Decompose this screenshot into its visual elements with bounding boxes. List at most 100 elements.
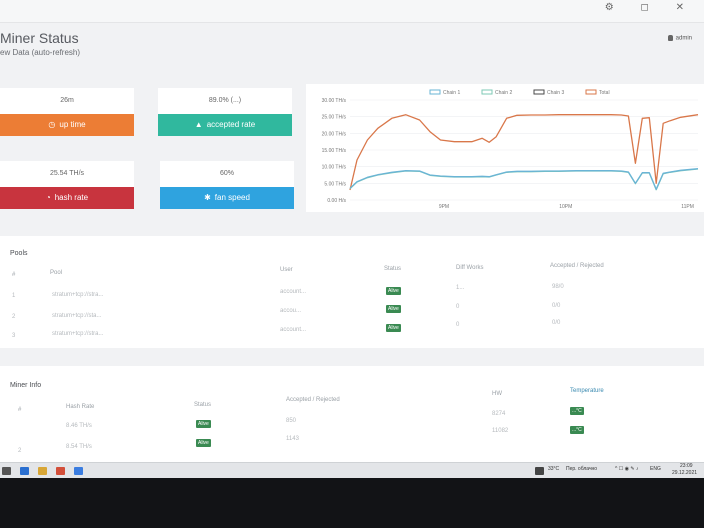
temperature-badge: ...°C (570, 407, 584, 415)
pool-url: stratum+tcp://stra... (52, 292, 104, 298)
row-number: 3 (12, 333, 16, 339)
series-line-total (349, 114, 699, 191)
hashrate-chart: 0.00 H/s 5.00 TH/s 10.00 TH/s 15.00 TH/s 20.… (306, 84, 704, 212)
stat-value: 25.54 TH/s (49, 170, 85, 177)
legend-label: Chain 3 (547, 90, 564, 96)
miner-header-hash: Hash Rate (66, 404, 95, 410)
pools-title: Pools (10, 250, 28, 257)
pools-header-diff: Diff Works (456, 265, 484, 271)
pool-url: stratum+tcp://sta... (52, 313, 102, 319)
legend-swatch (481, 89, 493, 95)
row-number: 2 (18, 448, 22, 454)
miner-info-title: Miner Info (10, 382, 42, 389)
window-top-bar: ⚙ ◻ ✕ (0, 0, 704, 23)
speedometer-icon: ◔ (45, 193, 51, 202)
miner-info-panel: Miner Info # Hash Rate Status Accepted /… (0, 366, 704, 462)
stat-label: fan speed (214, 193, 250, 202)
y-tick-label: 30.00 TH/s (322, 98, 347, 104)
accepted-rejected: 98/0 (552, 284, 564, 290)
pools-header-accepted: Accepted / Rejected (550, 263, 604, 269)
temperature-badge: ...°C (570, 426, 584, 434)
hw-errors: 11082 (492, 428, 509, 434)
y-tick-label: 10.00 TH/s (322, 165, 347, 171)
hash-rate: 8.46 TH/s (66, 423, 92, 429)
miner-header-accepted: Accepted / Rejected (286, 397, 340, 403)
pools-header-user: User (280, 267, 293, 273)
hash-rate: 8.54 TH/s (66, 444, 92, 450)
user-name: admin (675, 35, 692, 42)
stat-fan-speed: 60% ✱ fan speed (160, 161, 294, 209)
hashrate-chart-svg: 0.00 H/s 5.00 TH/s 10.00 TH/s 15.00 TH/s 20.… (322, 89, 699, 210)
clock-date[interactable]: 29.12.2021 (672, 470, 698, 476)
y-tick-label: 5.00 TH/s (324, 181, 346, 187)
weather-icon (535, 467, 544, 475)
stat-value: 26m (60, 97, 74, 104)
miner-header-status: Status (194, 402, 212, 408)
search-icon[interactable] (2, 467, 11, 475)
status-badge: Alive (196, 420, 211, 428)
user-menu[interactable]: admin (667, 35, 692, 42)
pool-user: accou... (280, 308, 302, 314)
pools-panel: Pools # Pool User Status Diff Works Acce… (0, 236, 704, 348)
pools-header-num: # (12, 272, 16, 278)
stat-label: accepted rate (206, 120, 256, 129)
language-indicator[interactable]: ENG (650, 466, 661, 472)
row-number: 2 (12, 314, 16, 320)
stat-label: hash rate (54, 193, 89, 202)
fan-icon: ✱ (204, 193, 211, 202)
weather-temp[interactable]: 33°C (548, 466, 560, 472)
uptime-button[interactable]: ◷ up time (0, 114, 134, 136)
window-controls[interactable]: ⚙ ◻ ✕ (604, 2, 696, 13)
pools-header-pool: Pool (50, 270, 63, 276)
miner-header-hw: HW (492, 391, 502, 397)
miner-header-num: # (18, 407, 22, 413)
status-badge: Alive (196, 439, 211, 447)
pool-url: stratum+tcp://stra... (52, 331, 104, 337)
monitor-bezel (0, 478, 704, 528)
thumbs-up-icon: ▲ (194, 120, 203, 129)
chrome-icon[interactable] (56, 467, 65, 475)
accepted-rejected: 850 (286, 418, 297, 424)
pools-header-status: Status (384, 266, 402, 272)
legend-label: Chain 2 (495, 90, 512, 96)
y-tick-label: 20.00 TH/s (322, 131, 347, 137)
clock-time[interactable]: 23:09 (680, 463, 693, 469)
tray-icons[interactable]: ^ ☐ ◉ ✎ ♪ (615, 466, 639, 472)
stat-value: 89.0% (...) (208, 97, 242, 104)
legend-swatch (585, 89, 597, 95)
y-tick-label: 25.00 TH/s (322, 115, 347, 121)
pool-user: account... (280, 289, 307, 295)
pool-user: account... (280, 327, 307, 333)
stat-value: 60% (219, 170, 234, 177)
accepted-rate-button[interactable]: ▲ accepted rate (158, 114, 292, 136)
series-line-chain-1 (349, 168, 699, 190)
legend-swatch (533, 89, 545, 95)
accepted-rejected: 1143 (286, 436, 299, 442)
status-badge: Alive (386, 287, 401, 295)
folder-icon[interactable] (38, 467, 47, 475)
legend-label: Total (599, 90, 610, 96)
stat-uptime: 26m ◷ up time (0, 88, 134, 136)
miner-header-temp: Temperature (570, 388, 604, 394)
diff-works: 0 (456, 322, 460, 328)
stat-accepted-rate: 89.0% (...) ▲ accepted rate (158, 88, 292, 136)
y-tick-label: 0.00 H/s (327, 198, 346, 204)
x-tick-label: 11PM (681, 204, 694, 210)
stat-hash-rate: 25.54 TH/s ◔ hash rate (0, 161, 134, 209)
stat-label: up time (59, 120, 86, 129)
hash-rate-button[interactable]: ◔ hash rate (0, 187, 134, 209)
legend-label: Chain 1 (443, 90, 460, 96)
user-icon (667, 35, 673, 41)
diff-works: 1... (456, 285, 465, 291)
status-badge: Alive (386, 305, 401, 313)
weather-text[interactable]: Пер. облачно (566, 466, 598, 472)
app-icon[interactable] (74, 467, 83, 475)
edge-icon[interactable] (20, 467, 29, 475)
x-tick-label: 10PM (559, 204, 572, 210)
y-tick-label: 15.00 TH/s (322, 148, 347, 154)
fan-speed-button[interactable]: ✱ fan speed (160, 187, 294, 209)
taskbar: 33°C Пер. облачно ^ ☐ ◉ ✎ ♪ ENG 23:09 29… (0, 462, 704, 479)
legend-swatch (429, 89, 441, 95)
page-subtitle: ew Data (auto-refresh) (0, 48, 81, 57)
status-badge: Alive (386, 324, 401, 332)
